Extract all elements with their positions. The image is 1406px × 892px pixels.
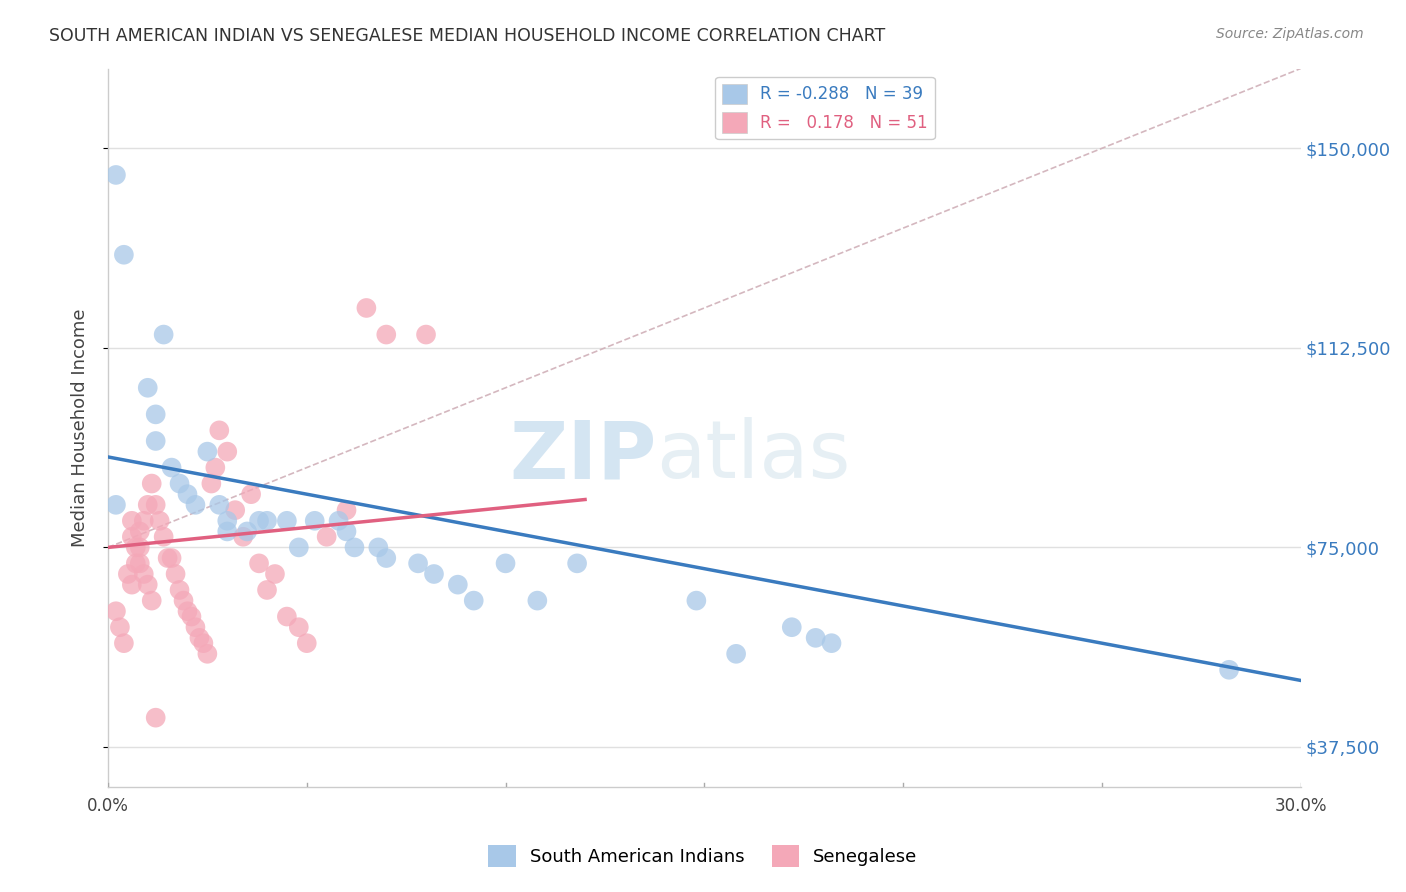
Point (463, 593, 485, 607)
Point (240, 487, 263, 501)
Point (169, 476, 191, 491)
Point (125, 557, 148, 571)
Point (335, 503, 357, 517)
Point (247, 557, 270, 571)
Point (145, 711, 167, 725)
Point (128, 524, 150, 539)
Point (141, 476, 163, 491)
Point (184, 498, 207, 512)
Point (264, 567, 287, 582)
Point (128, 541, 150, 555)
Point (160, 460, 183, 475)
Point (104, 604, 127, 618)
Legend: R = -0.288   N = 39, R =   0.178   N = 51: R = -0.288 N = 39, R = 0.178 N = 51 (716, 77, 935, 139)
Point (132, 514, 155, 528)
Point (160, 551, 183, 566)
Point (447, 577, 470, 591)
Point (125, 541, 148, 555)
Point (104, 168, 127, 182)
Point (208, 498, 231, 512)
Point (132, 567, 155, 582)
Point (295, 636, 318, 650)
Point (200, 476, 222, 491)
Point (180, 609, 202, 624)
Point (804, 631, 827, 645)
Y-axis label: Median Household Income: Median Household Income (72, 309, 89, 547)
Point (375, 551, 398, 566)
Point (208, 423, 231, 437)
Legend: South American Indians, Senegalese: South American Indians, Senegalese (481, 838, 925, 874)
Point (117, 567, 139, 582)
Point (236, 524, 259, 539)
Point (136, 498, 159, 512)
Point (217, 444, 239, 458)
Point (335, 524, 357, 539)
Point (141, 593, 163, 607)
Point (173, 593, 195, 607)
Point (145, 408, 167, 422)
Point (343, 541, 366, 555)
Point (121, 514, 143, 528)
Point (149, 514, 172, 528)
Point (304, 514, 326, 528)
Point (685, 593, 707, 607)
Text: SOUTH AMERICAN INDIAN VS SENEGALESE MEDIAN HOUSEHOLD INCOME CORRELATION CHART: SOUTH AMERICAN INDIAN VS SENEGALESE MEDI… (49, 27, 886, 45)
Point (195, 647, 218, 661)
Point (495, 557, 517, 571)
Point (145, 434, 167, 448)
Point (156, 551, 179, 566)
Point (375, 327, 398, 342)
Point (169, 582, 191, 597)
Point (247, 514, 270, 528)
Point (415, 327, 437, 342)
Point (176, 604, 198, 618)
Point (526, 593, 548, 607)
Point (136, 577, 159, 591)
Point (112, 636, 135, 650)
Point (188, 631, 211, 645)
Point (136, 381, 159, 395)
Point (152, 530, 174, 544)
Point (725, 647, 748, 661)
Point (315, 530, 337, 544)
Point (256, 514, 278, 528)
Text: atlas: atlas (657, 417, 851, 495)
Point (565, 557, 588, 571)
Point (121, 577, 143, 591)
Point (256, 582, 278, 597)
Point (165, 567, 187, 582)
Point (423, 567, 446, 582)
Point (104, 498, 127, 512)
Point (328, 514, 350, 528)
Point (112, 248, 135, 262)
Point (1218, 663, 1240, 677)
Point (276, 609, 298, 624)
Point (121, 530, 143, 544)
Point (232, 530, 254, 544)
Point (276, 514, 298, 528)
Point (406, 557, 429, 571)
Point (217, 524, 239, 539)
Point (108, 620, 131, 634)
Text: Source: ZipAtlas.com: Source: ZipAtlas.com (1216, 27, 1364, 41)
Point (193, 636, 215, 650)
Point (367, 541, 389, 555)
Point (184, 620, 207, 634)
Point (288, 541, 311, 555)
Point (204, 460, 226, 475)
Point (288, 620, 311, 634)
Point (820, 636, 842, 650)
Point (145, 498, 167, 512)
Point (217, 514, 239, 528)
Point (780, 620, 803, 634)
Point (176, 487, 198, 501)
Point (356, 301, 378, 315)
Point (152, 327, 174, 342)
Point (224, 503, 246, 517)
Text: ZIP: ZIP (509, 417, 657, 495)
Point (128, 557, 150, 571)
Point (195, 444, 218, 458)
